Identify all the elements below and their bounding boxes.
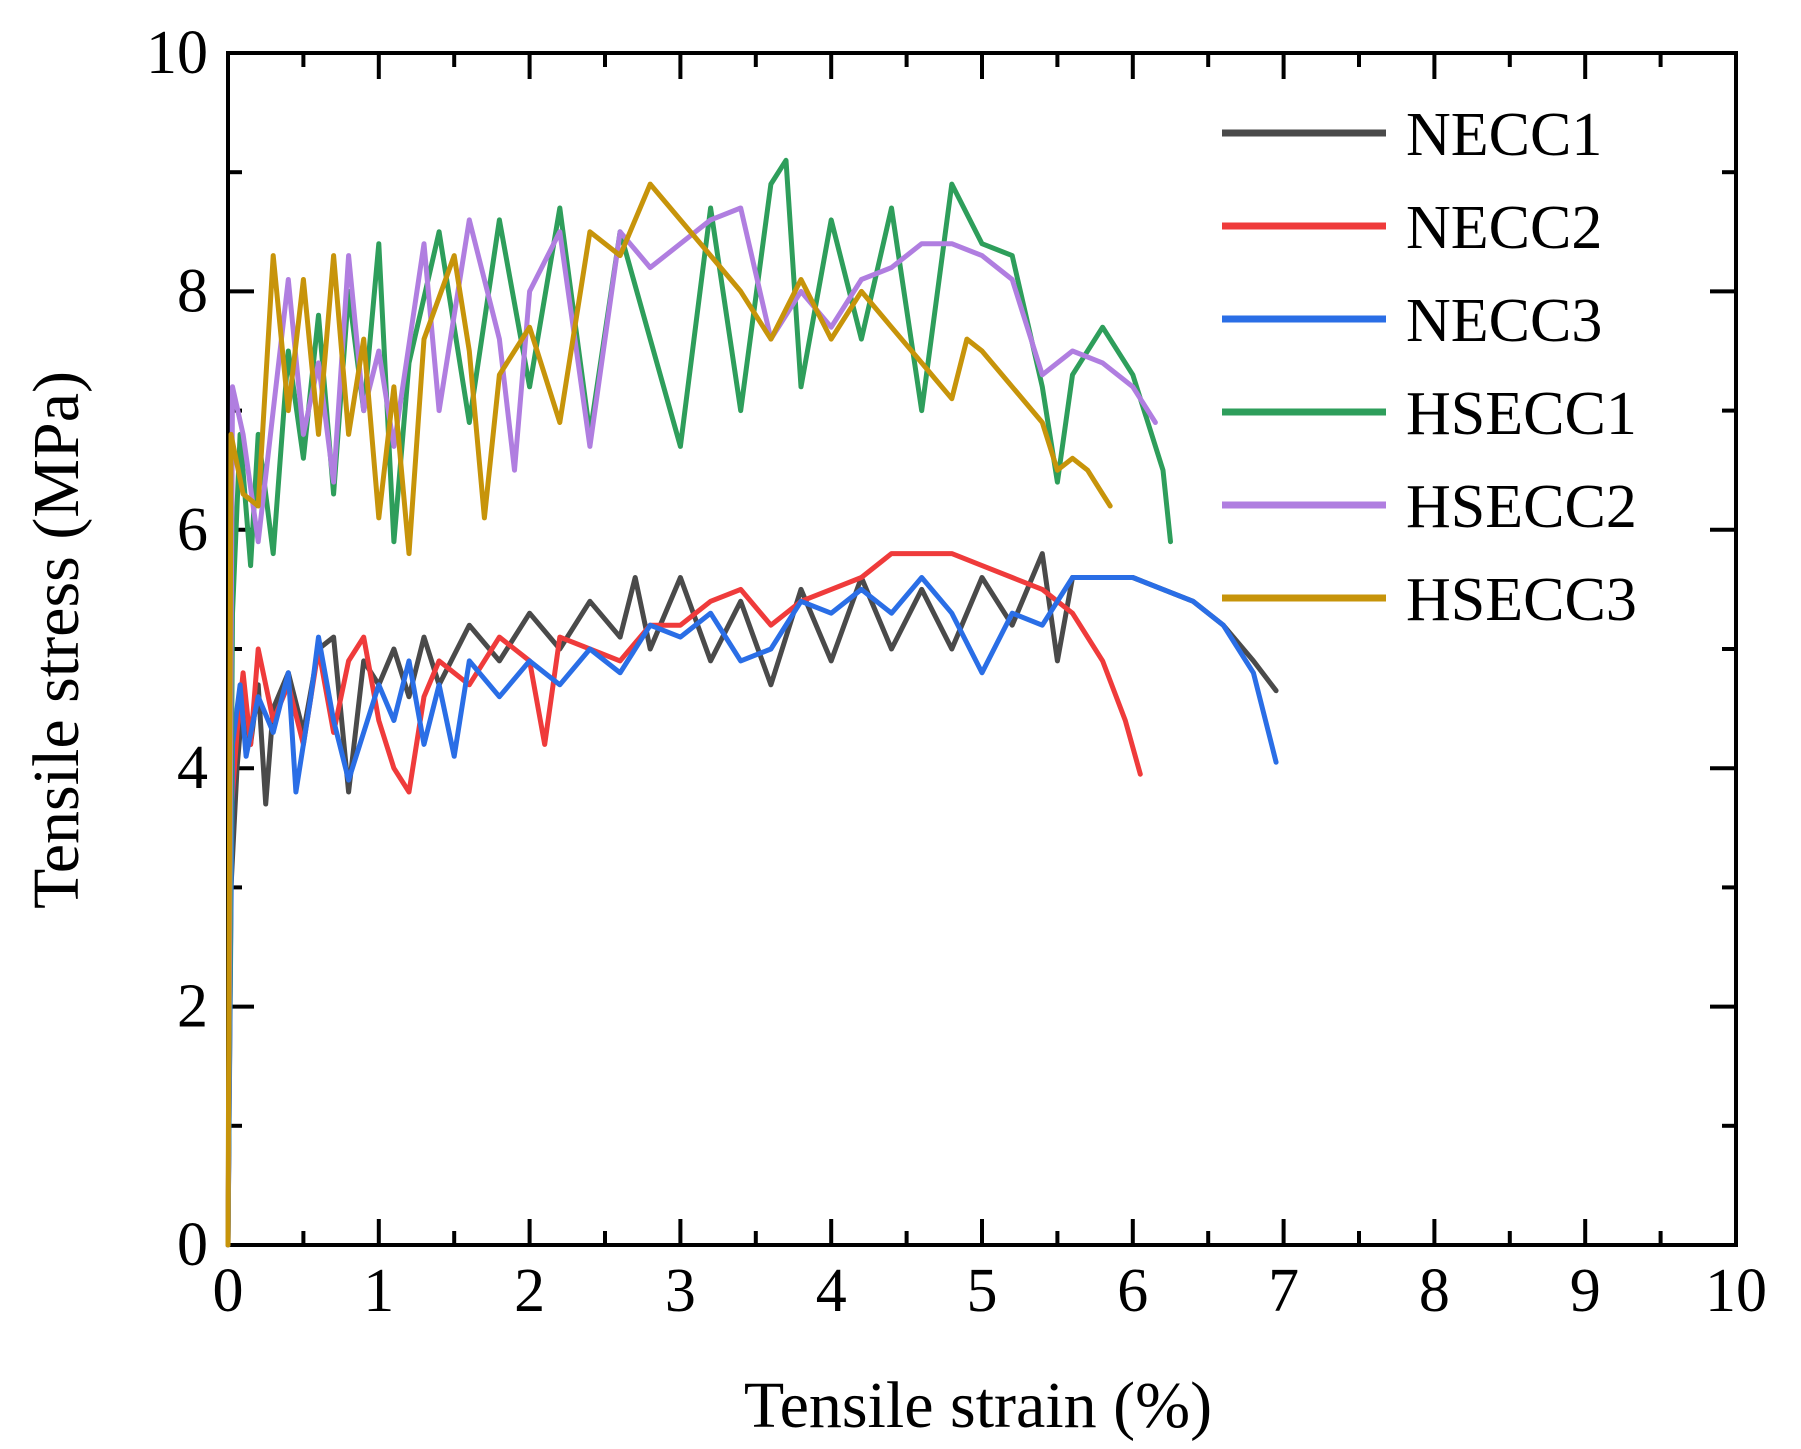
legend: NECC1 NECC2 NECC3 HSECC1 HSECC2 HSECC3 <box>1222 101 1637 634</box>
x-tick-label: 0 <box>213 1257 244 1325</box>
legend-label-hsecc2: HSECC2 <box>1406 473 1637 541</box>
y-tick-label: 0 <box>177 1211 208 1279</box>
y-tick-label: 6 <box>177 496 208 564</box>
axes-group: 0 1 2 3 4 5 6 7 8 9 10 0 2 4 6 8 10 <box>146 19 1767 1325</box>
legend-label-necc2: NECC2 <box>1406 194 1602 262</box>
y-tick-label: 4 <box>177 734 208 802</box>
x-tick-label: 4 <box>816 1257 847 1325</box>
legend-label-necc3: NECC3 <box>1406 287 1602 355</box>
legend-label-hsecc3: HSECC3 <box>1406 566 1637 634</box>
x-tick-label: 5 <box>967 1257 998 1325</box>
series-group <box>225 157 1279 1248</box>
x-tick-label: 3 <box>665 1257 696 1325</box>
series-line-necc2 <box>225 551 1143 1248</box>
x-tick-label: 9 <box>1570 1257 1601 1325</box>
x-axis-title: Tensile strain (%) <box>744 1369 1212 1442</box>
y-tick-label: 2 <box>177 973 208 1041</box>
y-tick-label: 10 <box>146 19 208 87</box>
legend-label-hsecc1: HSECC1 <box>1406 380 1637 448</box>
series-line-hsecc3 <box>225 181 1113 1248</box>
series-line-necc3 <box>225 575 1279 1248</box>
legend-label-necc1: NECC1 <box>1406 101 1602 169</box>
x-tick-label: 10 <box>1705 1257 1767 1325</box>
x-tick-label: 8 <box>1419 1257 1450 1325</box>
series-line-hsecc1 <box>225 157 1173 1248</box>
x-tick-label: 2 <box>514 1257 545 1325</box>
x-tick-label: 6 <box>1117 1257 1148 1325</box>
x-tick-label: 7 <box>1268 1257 1299 1325</box>
y-tick-label: 8 <box>177 257 208 325</box>
y-axis-title: Tensile stress (MPa) <box>20 371 93 909</box>
x-tick-label: 1 <box>363 1257 394 1325</box>
